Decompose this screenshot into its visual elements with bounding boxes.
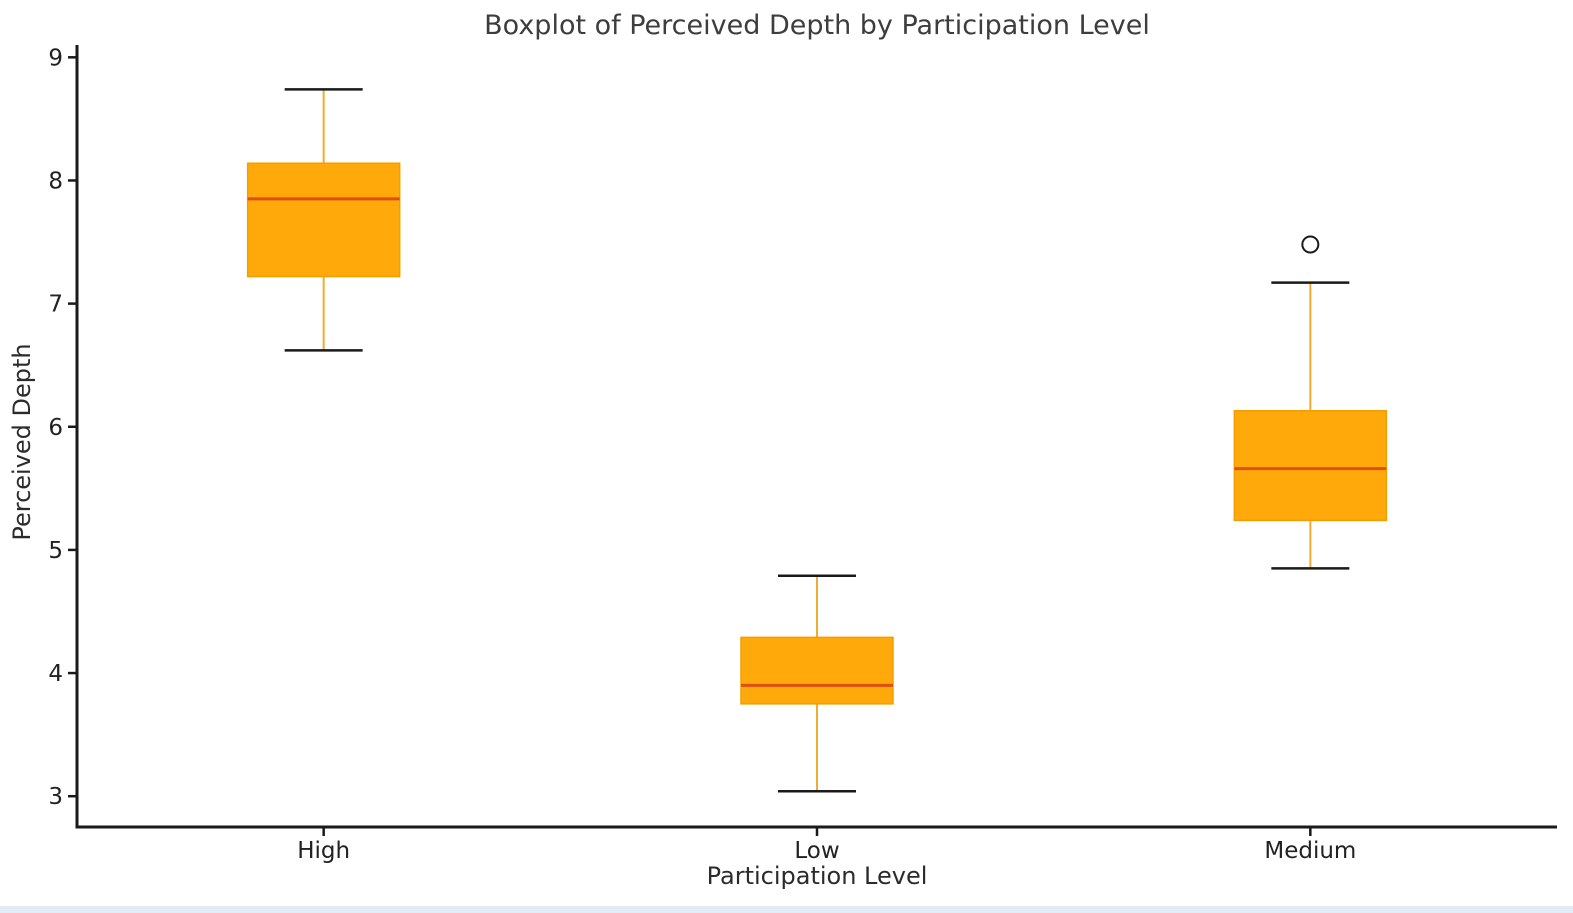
outlier-medium-0 <box>1301 235 1320 254</box>
chart-title: Boxplot of Perceived Depth by Participat… <box>484 10 1150 41</box>
y-tick-label-6: 6 <box>48 415 63 441</box>
y-tick-label-4: 4 <box>48 661 63 687</box>
x-tick-label-high: High <box>297 838 350 864</box>
y-tick-label-8: 8 <box>48 168 63 194</box>
y-axis-label: Perceived Depth <box>8 343 36 541</box>
box-low <box>740 636 894 705</box>
box-high <box>246 162 401 278</box>
y-tick-label-7: 7 <box>48 292 63 318</box>
x-axis-label: Participation Level <box>706 862 928 890</box>
window-edge-strip <box>0 906 1573 913</box>
x-tick-label-medium: Medium <box>1264 838 1356 864</box>
y-tick-label-9: 9 <box>48 45 63 71</box>
x-tick-label-low: Low <box>794 838 839 864</box>
y-tick-label-5: 5 <box>48 538 63 564</box>
y-tick-label-3: 3 <box>48 784 63 810</box>
box-medium <box>1233 410 1388 522</box>
